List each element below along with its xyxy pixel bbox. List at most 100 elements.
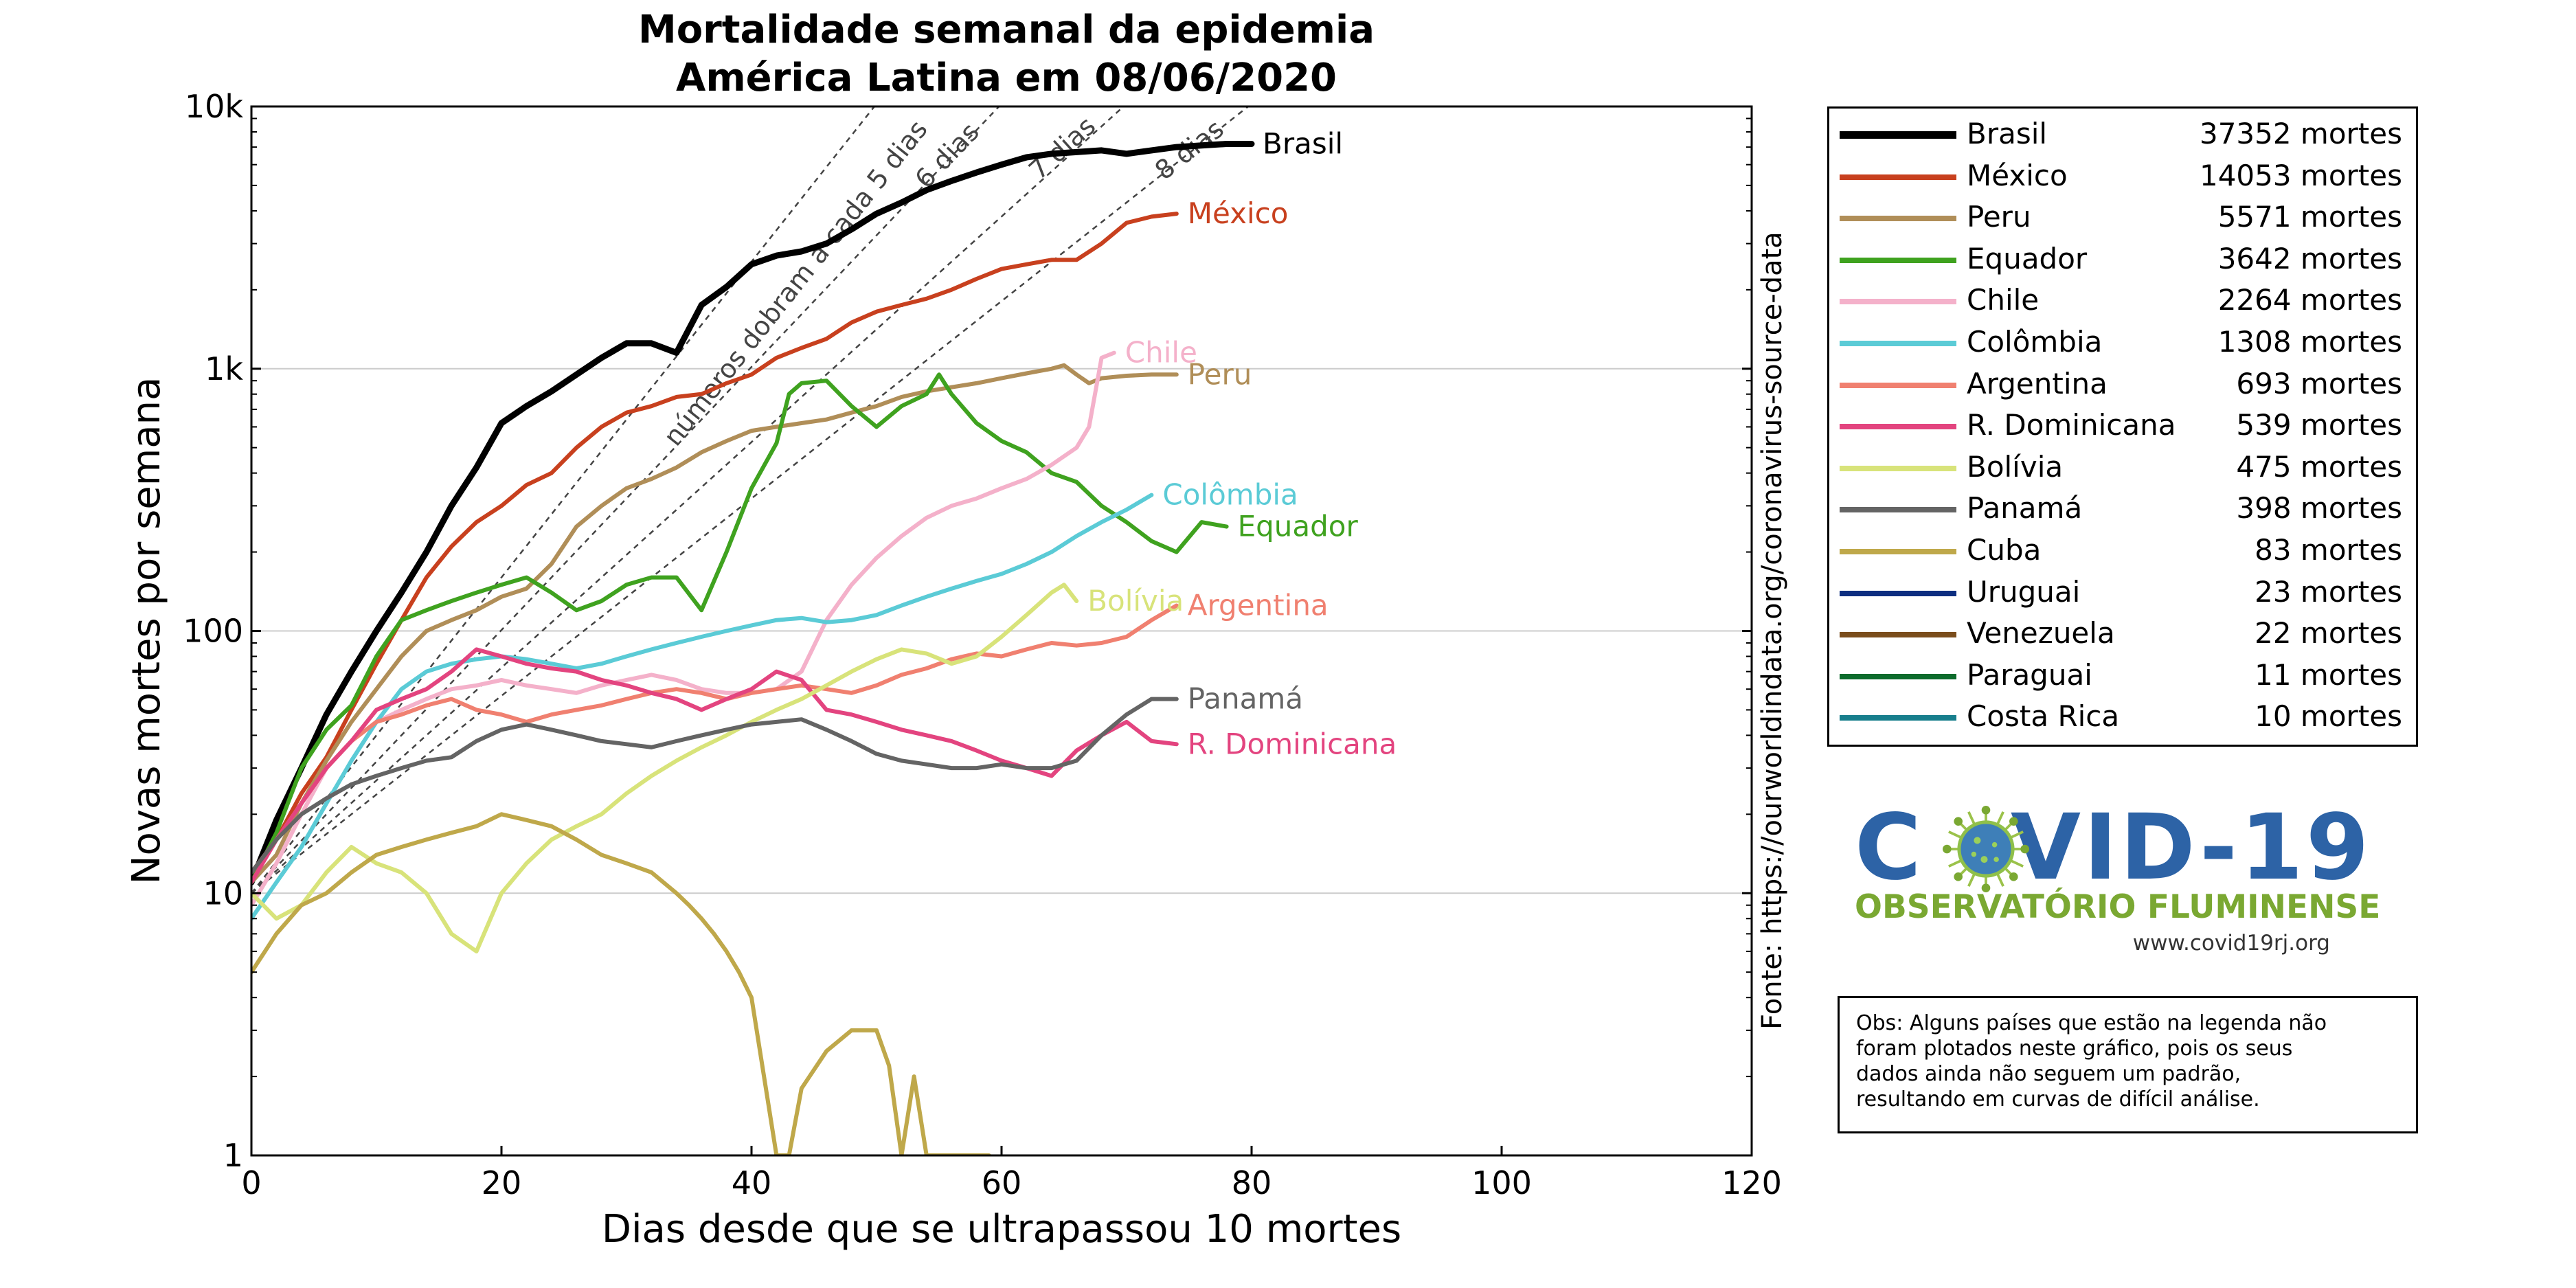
series-end-label: Colômbia <box>1162 478 1298 512</box>
series-end-labels: Brasil México Peru Equador Chile Colômbia Arge… <box>1087 126 1397 760</box>
legend-deaths-count: 11 mortes <box>2255 657 2402 692</box>
legend-entry: Peru 5571 mortes <box>1829 197 2416 238</box>
series-end-label: Equador <box>1238 510 1359 543</box>
legend-entry: Brasil 37352 mortes <box>1829 114 2416 155</box>
legend-entry: Bolívia 475 mortes <box>1829 447 2416 488</box>
x-tick-label: 100 <box>1471 1164 1532 1201</box>
legend-country-name: Uruguai <box>1967 574 2081 609</box>
x-tick-label: 120 <box>1721 1164 1782 1201</box>
legend-country-name: México <box>1967 158 2068 192</box>
x-tick-label: 60 <box>982 1164 1022 1201</box>
x-tick-label: 20 <box>482 1164 522 1201</box>
legend-entry: Colômbia 1308 mortes <box>1829 322 2416 363</box>
legend-country-name: Cuba <box>1967 533 2042 567</box>
legend-country-name: R. Dominicana <box>1967 408 2176 442</box>
y-tick-label: 1 <box>223 1137 243 1174</box>
legend-deaths-count: 3642 mortes <box>2217 241 2402 275</box>
y-tick-label: 10k <box>185 88 244 125</box>
legend-entry: R. Dominicana 539 mortes <box>1829 405 2416 447</box>
legend-swatch <box>1840 341 1956 346</box>
legend-country-name: Colômbia <box>1967 325 2103 359</box>
logo-letter-c: C <box>1855 795 1924 901</box>
series-end-label: Panamá <box>1188 682 1303 716</box>
series-line-chile <box>251 350 1116 907</box>
legend-deaths-count: 1308 mortes <box>2217 325 2402 359</box>
doubling-label-7-days: 7 dias <box>1023 111 1101 185</box>
legend-swatch <box>1840 382 1956 388</box>
logo-subtitle: OBSERVATÓRIO FLUMINENSE <box>1855 888 2381 926</box>
legend-country-name: Peru <box>1967 200 2031 234</box>
legend-country-name: Chile <box>1967 283 2040 317</box>
legend-entry: Chile 2264 mortes <box>1829 280 2416 321</box>
series-line-panam- <box>251 697 1179 874</box>
source-note: Fonte: https://ourworldindata.org/corona… <box>1756 231 1788 1030</box>
legend-deaths-count: 23 mortes <box>2255 574 2402 609</box>
legend-swatch <box>1840 131 1956 139</box>
series-line-cuba <box>251 812 991 1155</box>
legend-swatch <box>1840 549 1956 554</box>
legend-entry: Uruguai 23 mortes <box>1829 572 2416 613</box>
legend-country-name: Panamá <box>1967 491 2083 526</box>
doubling-line-8-days <box>251 106 1249 894</box>
series-end-label: Bolívia <box>1087 584 1184 618</box>
series-line-col-mbia <box>251 493 1154 921</box>
chart-title-line-2: América Latina em 08/06/2020 <box>676 56 1337 100</box>
gridlines <box>251 106 1752 1156</box>
legend-swatch <box>1840 174 1956 180</box>
legend-entry: Panamá 398 mortes <box>1829 488 2416 530</box>
logo-letters-vid19: VID-19 <box>2010 795 2372 901</box>
legend-swatch <box>1840 465 1956 471</box>
legend-swatch <box>1840 715 1956 721</box>
legend-entry: Venezuela 22 mortes <box>1829 613 2416 655</box>
legend-country-name: Bolívia <box>1967 449 2064 484</box>
legend-deaths-count: 5571 mortes <box>2217 200 2402 234</box>
series-line-brasil <box>251 141 1255 885</box>
legend-country-name: Equador <box>1967 241 2088 275</box>
x-axis-label: Dias desde que se ultrapassou 10 mortes <box>602 1207 1401 1252</box>
note-line: foram plotados neste gráfico, pois os se… <box>1856 1037 2293 1061</box>
series-line-bol-via <box>251 583 1079 953</box>
legend-country-name: Argentina <box>1967 366 2108 400</box>
series-end-label: Chile <box>1125 336 1197 370</box>
legend-deaths-count: 398 mortes <box>2236 491 2402 526</box>
y-tick-label: 10 <box>203 874 243 912</box>
note-line: resultando em curvas de difícil análise. <box>1856 1087 2260 1111</box>
legend-deaths-count: 539 mortes <box>2236 408 2402 442</box>
y-tick-label: 100 <box>183 613 243 650</box>
series-line-argentina <box>251 603 1179 874</box>
legend-swatch <box>1840 216 1956 222</box>
virus-icon <box>1943 806 2029 892</box>
legend-swatch <box>1840 299 1956 305</box>
series-line-r-dominicana <box>251 647 1179 885</box>
covid19-logo: C VID-19 OBSERVATÓRIO FLUMINENSE www.covi… <box>1855 795 2380 965</box>
legend: Brasil 37352 mortes México 14053 mortes Peru… <box>1827 106 2418 747</box>
legend-deaths-count: 37352 mortes <box>2199 117 2402 150</box>
legend-country-name: Brasil <box>1967 117 2048 150</box>
legend-entry: Paraguai 11 mortes <box>1829 655 2416 697</box>
x-tick-label: 0 <box>241 1164 261 1201</box>
doubling-line-5-days <box>251 106 875 894</box>
legend-deaths-count: 10 mortes <box>2255 699 2402 734</box>
legend-deaths-count: 475 mortes <box>2236 449 2402 484</box>
chart-title-line-1: Mortalidade semanal da epidemia <box>638 8 1375 52</box>
legend-entry: Argentina 693 mortes <box>1829 364 2416 405</box>
legend-deaths-count: 14053 mortes <box>2199 158 2402 192</box>
legend-entry: Equador 3642 mortes <box>1829 239 2416 280</box>
series-end-label: Peru <box>1188 357 1252 391</box>
series-end-label: Argentina <box>1188 589 1329 622</box>
legend-swatch <box>1840 257 1956 263</box>
series-end-label: R. Dominicana <box>1188 727 1397 760</box>
series-lines <box>251 141 1255 1155</box>
y-tick-label: 1k <box>205 350 243 387</box>
legend-entry: Cuba 83 mortes <box>1829 530 2416 572</box>
legend-country-name: Venezuela <box>1967 616 2115 651</box>
legend-deaths-count: 22 mortes <box>2255 616 2402 651</box>
series-end-label: Brasil <box>1263 126 1343 160</box>
x-tick-label: 80 <box>1232 1164 1272 1201</box>
legend-swatch <box>1840 632 1956 638</box>
logo-url: www.covid19rj.org <box>2132 931 2330 956</box>
legend-deaths-count: 83 mortes <box>2255 533 2402 567</box>
legend-deaths-count: 693 mortes <box>2236 366 2402 400</box>
